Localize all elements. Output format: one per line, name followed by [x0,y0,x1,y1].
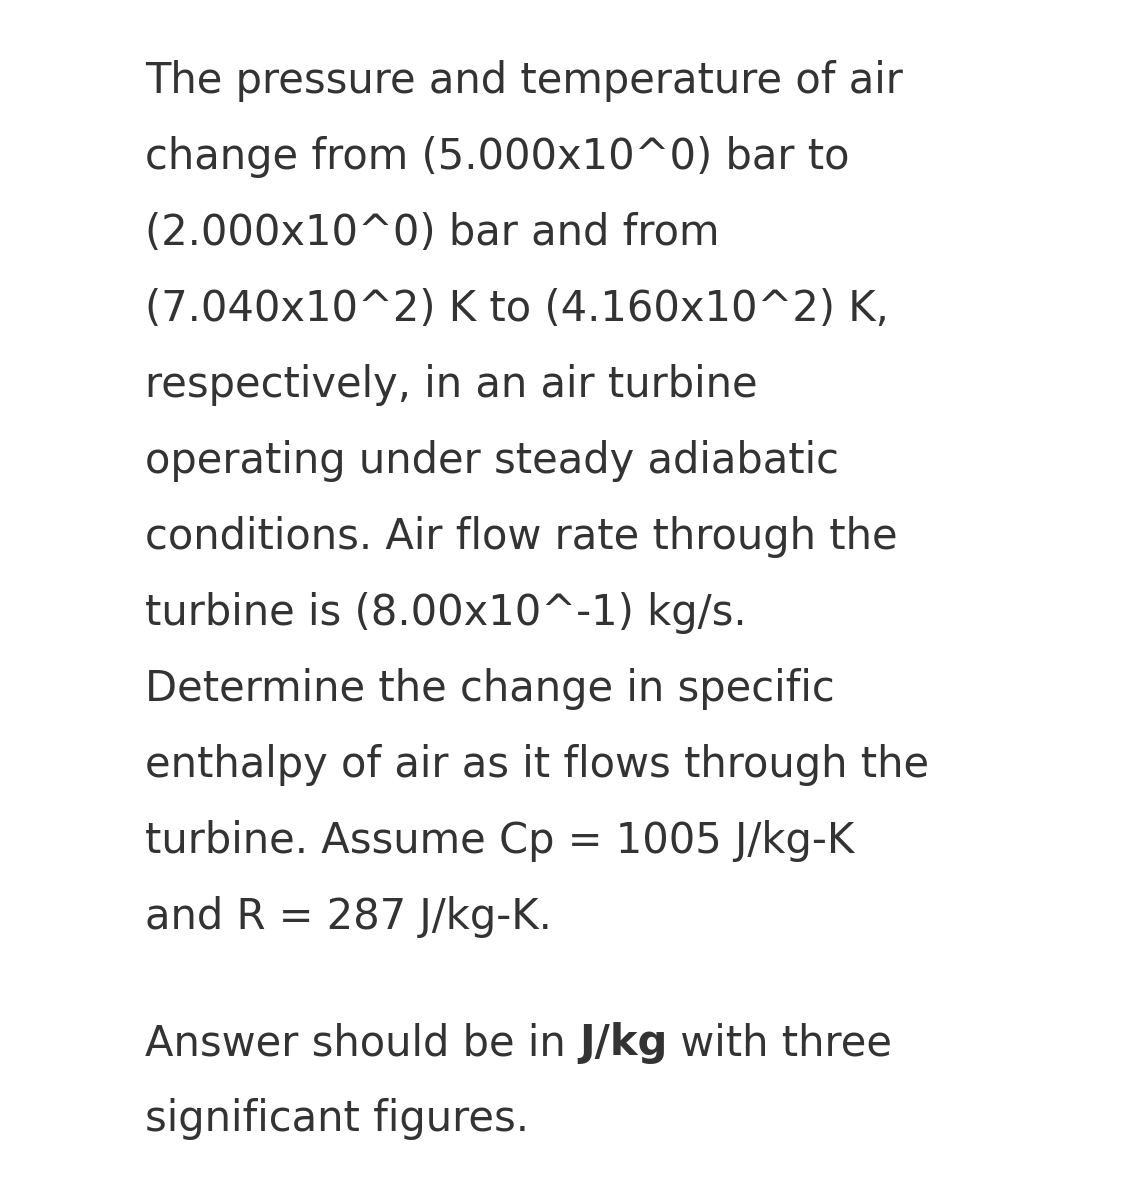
Text: (2.000x10^0) bar and from: (2.000x10^0) bar and from [145,212,720,254]
Text: J/kg: J/kg [580,1022,667,1064]
Text: turbine is (8.00x10^-1) kg/s.: turbine is (8.00x10^-1) kg/s. [145,592,747,634]
Text: (7.040x10^2) K to (4.160x10^2) K,: (7.040x10^2) K to (4.160x10^2) K, [145,288,889,330]
Text: conditions. Air flow rate through the: conditions. Air flow rate through the [145,516,898,558]
Text: and R = 287 J/kg-K.: and R = 287 J/kg-K. [145,896,552,938]
Text: Answer should be in: Answer should be in [145,1022,580,1064]
Text: operating under steady adiabatic: operating under steady adiabatic [145,440,839,482]
Text: The pressure and temperature of air: The pressure and temperature of air [145,60,902,102]
Text: significant figures.: significant figures. [145,1098,529,1140]
Text: turbine. Assume Cp = 1005 J/kg-K: turbine. Assume Cp = 1005 J/kg-K [145,820,854,862]
Text: Determine the change in specific: Determine the change in specific [145,668,835,710]
Text: respectively, in an air turbine: respectively, in an air turbine [145,364,758,406]
Text: enthalpy of air as it flows through the: enthalpy of air as it flows through the [145,744,929,786]
Text: with three: with three [667,1022,892,1064]
Text: change from (5.000x10^0) bar to: change from (5.000x10^0) bar to [145,136,850,178]
